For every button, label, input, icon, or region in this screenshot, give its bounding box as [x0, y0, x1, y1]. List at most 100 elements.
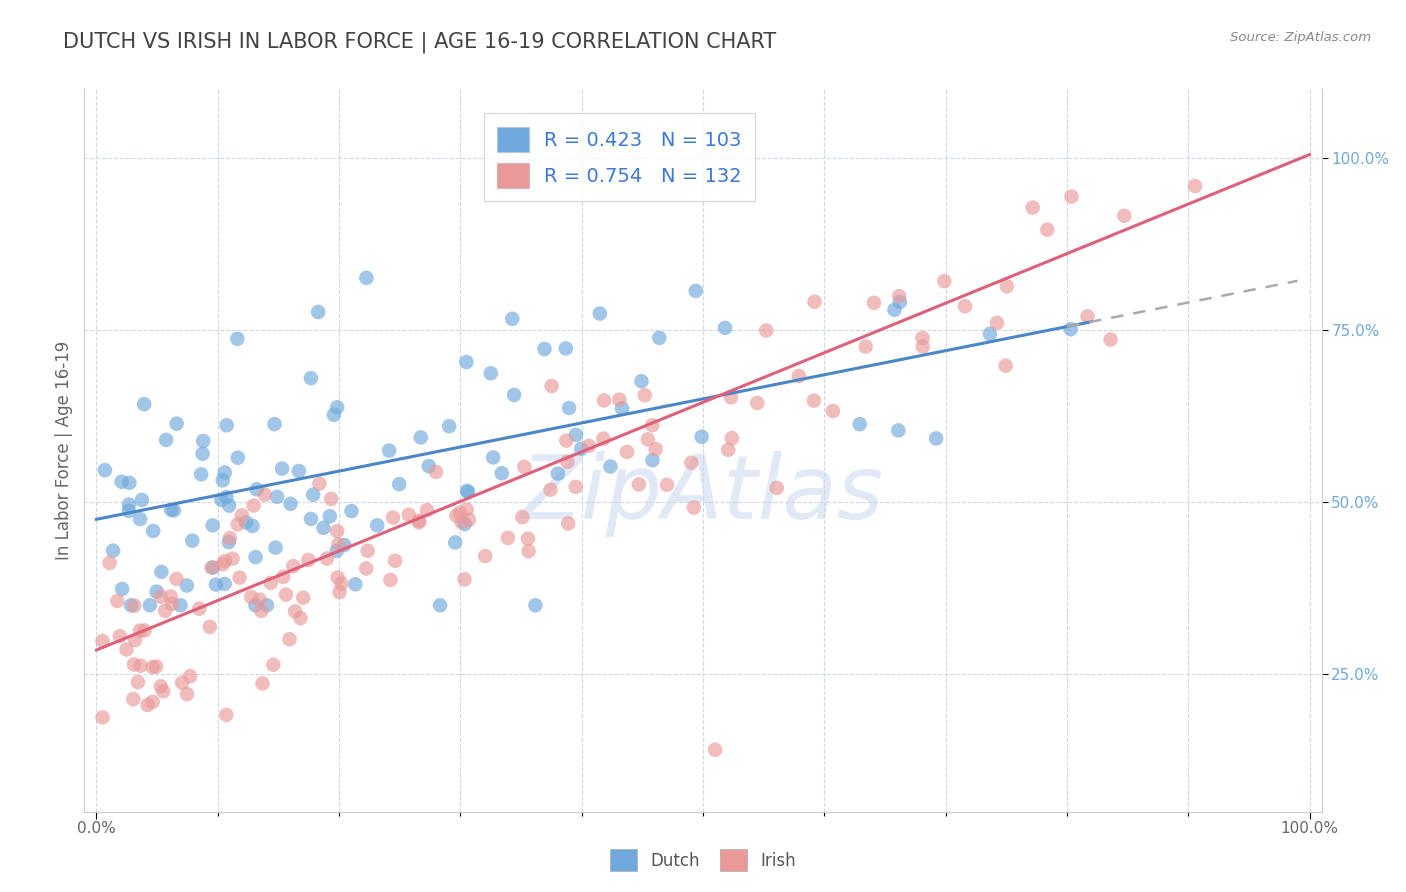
Point — [887, 424, 910, 438]
Point — [648, 331, 671, 345]
Point — [322, 408, 344, 422]
Point — [165, 572, 187, 586]
Point — [198, 620, 221, 634]
Point — [513, 459, 536, 474]
Point — [297, 553, 319, 567]
Point — [855, 340, 877, 354]
Point — [569, 442, 592, 456]
Point — [474, 549, 496, 563]
Point — [145, 584, 167, 599]
Point — [429, 599, 451, 613]
Point — [215, 490, 238, 504]
Point — [120, 599, 142, 613]
Point — [388, 477, 411, 491]
Point — [479, 367, 502, 381]
Point — [280, 497, 302, 511]
Point — [235, 516, 257, 530]
Point — [101, 543, 124, 558]
Point — [409, 430, 432, 444]
Point — [245, 599, 267, 613]
Point — [290, 611, 312, 625]
Point — [533, 342, 555, 356]
Point — [1060, 189, 1083, 203]
Point — [1114, 209, 1136, 223]
Text: Source: ZipAtlas.com: Source: ZipAtlas.com — [1230, 31, 1371, 45]
Point — [1184, 179, 1206, 194]
Point — [720, 390, 742, 404]
Point — [593, 393, 616, 408]
Point — [449, 506, 471, 520]
Point — [326, 570, 349, 584]
Point — [641, 418, 664, 433]
Point — [122, 692, 145, 706]
Point — [644, 442, 666, 457]
Point — [218, 535, 240, 549]
Point — [176, 578, 198, 592]
Point — [202, 560, 225, 574]
Point — [302, 488, 325, 502]
Point — [263, 417, 285, 432]
Point — [704, 743, 727, 757]
Point — [482, 450, 505, 465]
Point — [1076, 310, 1098, 324]
Point — [142, 695, 165, 709]
Point — [308, 476, 330, 491]
Point — [848, 417, 870, 431]
Point — [246, 483, 269, 497]
Point — [627, 477, 650, 491]
Point — [271, 570, 294, 584]
Point — [131, 493, 153, 508]
Point — [274, 588, 297, 602]
Point — [557, 455, 579, 469]
Point — [517, 532, 540, 546]
Point — [340, 504, 363, 518]
Point — [682, 500, 704, 515]
Point — [344, 577, 367, 591]
Point — [155, 433, 177, 447]
Point — [356, 543, 378, 558]
Point — [690, 430, 713, 444]
Point — [681, 456, 703, 470]
Point — [299, 371, 322, 385]
Point — [226, 332, 249, 346]
Point — [108, 629, 131, 643]
Point — [655, 477, 678, 491]
Point — [889, 289, 911, 303]
Point — [747, 396, 769, 410]
Point — [307, 305, 329, 319]
Point — [863, 295, 886, 310]
Point — [134, 624, 156, 638]
Point — [425, 465, 447, 479]
Point — [122, 657, 145, 672]
Point — [271, 461, 294, 475]
Point — [91, 634, 114, 648]
Point — [765, 481, 787, 495]
Point — [134, 397, 156, 411]
Point — [242, 499, 264, 513]
Point — [200, 560, 222, 574]
Point — [118, 475, 141, 490]
Point — [630, 374, 652, 388]
Point — [456, 355, 478, 369]
Point — [610, 401, 633, 416]
Point — [599, 459, 621, 474]
Point — [211, 558, 233, 572]
Point — [911, 331, 934, 345]
Point — [221, 551, 243, 566]
Point — [503, 388, 526, 402]
Point — [118, 498, 141, 512]
Point — [124, 633, 146, 648]
Point — [142, 660, 165, 674]
Point — [524, 599, 547, 613]
Point — [252, 676, 274, 690]
Point — [934, 274, 956, 288]
Point — [453, 573, 475, 587]
Point — [456, 502, 478, 516]
Point — [214, 577, 236, 591]
Point — [160, 597, 183, 611]
Point — [437, 419, 460, 434]
Point — [540, 483, 562, 497]
Point — [995, 279, 1018, 293]
Point — [283, 559, 305, 574]
Point — [98, 556, 121, 570]
